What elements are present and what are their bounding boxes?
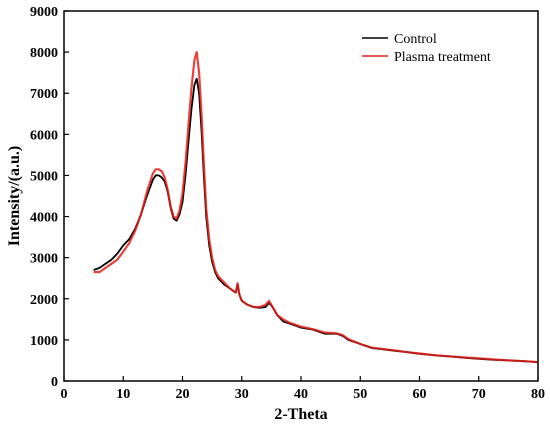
- x-tick-label: 70: [472, 387, 486, 402]
- legend-label-control: Control: [394, 32, 437, 47]
- y-tick-label: 4000: [30, 211, 58, 226]
- x-tick-label: 40: [294, 387, 308, 402]
- y-tick-label: 0: [51, 375, 58, 390]
- y-tick-label: 5000: [30, 169, 58, 184]
- y-tick-label: 2000: [30, 293, 58, 308]
- y-tick-label: 8000: [30, 46, 58, 61]
- y-tick-label: 3000: [30, 252, 58, 267]
- x-axis-title: 2-Theta: [274, 406, 327, 423]
- y-tick-label: 6000: [30, 128, 58, 143]
- y-tick-label: 1000: [30, 334, 58, 349]
- series-line-control: [93, 77, 539, 363]
- legend-label-plasma-treatment: Plasma treatment: [394, 50, 491, 65]
- x-tick-label: 20: [176, 387, 190, 402]
- x-tick-label: 50: [353, 387, 367, 402]
- y-tick-label: 7000: [30, 87, 58, 102]
- x-tick-label: 10: [116, 387, 130, 402]
- series-line-plasma-treatment: [93, 50, 539, 364]
- ticks-layer: 0 10 20 30 40 50 60 70 80 0 1000 2000 3000 4000 5000 60…: [30, 5, 545, 402]
- y-tick-label: 9000: [30, 5, 58, 20]
- y-axis-title: Intensity/(a.u.): [6, 146, 23, 246]
- x-tick-label: 60: [413, 387, 427, 402]
- series-layer: [93, 50, 539, 364]
- x-tick-label: 80: [531, 387, 545, 402]
- legend: Control Plasma treatment: [362, 32, 491, 65]
- x-tick-label: 30: [235, 387, 249, 402]
- plot-area-frame: [63, 10, 539, 382]
- x-tick-label: 0: [61, 387, 68, 402]
